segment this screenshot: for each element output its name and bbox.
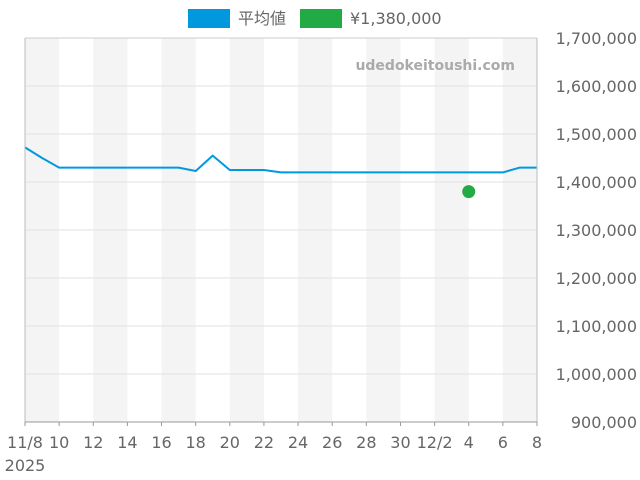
x-tick-label: 8 <box>532 433 542 452</box>
x-tick-label: 10 <box>49 433 69 452</box>
y-axis-tick-labels: 1,700,000 1,600,000 1,500,000 1,400,000 1,30… <box>556 29 637 432</box>
x-tick-label: 14 <box>117 433 137 452</box>
x-tick-label: 18 <box>185 433 205 452</box>
x-tick-label: 30 <box>390 433 410 452</box>
y-tick-label: 1,400,000 <box>556 173 637 192</box>
y-tick-label: 1,300,000 <box>556 221 637 240</box>
x-tick-label: 12/2 <box>417 433 453 452</box>
x-axis-year-label: 2025 <box>5 456 46 475</box>
x-tick-label: 24 <box>288 433 308 452</box>
x-tick-label: 20 <box>220 433 240 452</box>
y-tick-label: 1,500,000 <box>556 125 637 144</box>
series-layer <box>24 146 537 199</box>
x-tick-label: 16 <box>151 433 171 452</box>
y-tick-label: 1,700,000 <box>556 29 637 48</box>
legend-swatch <box>300 9 342 28</box>
y-tick-label: 1,000,000 <box>556 365 637 384</box>
x-tick-label: 6 <box>498 433 508 452</box>
x-tick-label: 12 <box>83 433 103 452</box>
axes <box>24 37 538 423</box>
x-tick-label: 4 <box>464 433 474 452</box>
series-line-average <box>24 146 537 174</box>
x-tick-label: 28 <box>356 433 376 452</box>
legend-swatch <box>188 9 230 28</box>
y-tick-label: 1,600,000 <box>556 77 637 96</box>
legend: 平均値 ¥1,380,000 <box>188 9 442 28</box>
x-tick-label: 11/8 <box>7 433 43 452</box>
x-tick-label: 22 <box>254 433 274 452</box>
y-tick-label: 1,100,000 <box>556 317 637 336</box>
y-tick-label: 900,000 <box>571 413 637 432</box>
watermark-text: udedokeitoushi.com <box>355 58 515 74</box>
x-tick-label: 26 <box>322 433 342 452</box>
legend-label: ¥1,380,000 <box>350 9 442 28</box>
legend-label: 平均値 <box>238 9 286 28</box>
data-point-price <box>462 185 476 199</box>
y-tick-label: 1,200,000 <box>556 269 637 288</box>
x-axis-tick-labels: 11/8 10 12 14 16 18 20 22 24 26 28 30 12/2 4 6 8 <box>7 422 542 452</box>
